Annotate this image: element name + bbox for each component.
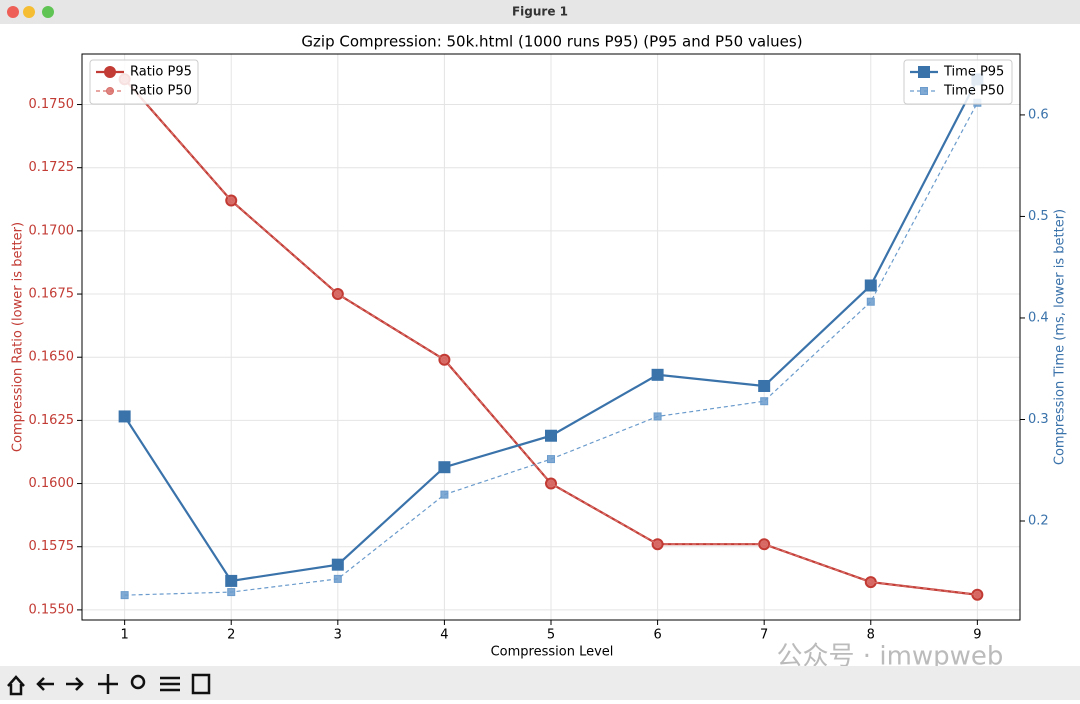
marker xyxy=(547,455,555,464)
y-tick-label: 0.1650 xyxy=(29,350,75,365)
x-tick-label: 9 xyxy=(973,628,981,643)
minimize-button[interactable] xyxy=(23,6,35,18)
legend-label: Time P95 xyxy=(943,65,1004,80)
zoom-button[interactable] xyxy=(42,6,54,18)
x-tick-label: 3 xyxy=(334,628,342,643)
y-tick-label: 0.1575 xyxy=(29,539,75,554)
marker xyxy=(227,196,236,205)
marker xyxy=(866,578,875,587)
title-bar xyxy=(0,0,1080,24)
x-tick-label: 8 xyxy=(867,628,875,643)
y2-tick-label: 0.2 xyxy=(1028,514,1049,529)
y-tick-label: 0.1700 xyxy=(29,223,75,238)
marker xyxy=(973,590,982,599)
marker xyxy=(545,429,557,442)
marker xyxy=(120,591,129,600)
marker xyxy=(864,279,877,292)
marker xyxy=(547,479,555,488)
y-tick-label: 0.1725 xyxy=(29,160,75,175)
y-tick-label: 0.1675 xyxy=(29,287,75,302)
y-tick-label: 0.1600 xyxy=(29,476,75,491)
home-button[interactable] xyxy=(7,675,25,696)
marker xyxy=(651,368,664,381)
x-tick-label: 5 xyxy=(547,628,555,643)
marker xyxy=(333,574,342,583)
plot-frame xyxy=(81,53,1021,621)
y-axis-label: Compression Ratio (lower is better) xyxy=(11,222,26,452)
legend-marker xyxy=(918,66,930,78)
x-tick-label: 1 xyxy=(120,628,128,643)
x-tick-label: 6 xyxy=(653,628,661,643)
zoom-tool-button[interactable] xyxy=(130,674,146,690)
marker xyxy=(333,290,342,299)
pan-button[interactable] xyxy=(98,674,118,694)
marker xyxy=(440,355,449,364)
chart-title: Gzip Compression: 50k.html (1000 runs P9… xyxy=(301,33,802,51)
legend-marker xyxy=(106,87,114,95)
y-tick-label: 0.1750 xyxy=(29,97,75,112)
legend: Time P95 Time P50 xyxy=(903,59,1013,105)
marker xyxy=(653,540,662,549)
x-tick-label: 4 xyxy=(440,628,448,643)
y2-tick-label: 0.4 xyxy=(1028,310,1049,325)
y2-axis-label: Compression Time (ms, lower is better) xyxy=(1053,209,1068,465)
configure-button[interactable] xyxy=(160,676,180,692)
marker xyxy=(331,558,344,571)
save-button[interactable] xyxy=(191,673,211,695)
x-tick-label: 2 xyxy=(227,628,235,643)
marker xyxy=(758,379,771,392)
legend-label: Ratio P95 xyxy=(130,65,192,80)
y2-tick-label: 0.5 xyxy=(1028,209,1049,224)
marker xyxy=(118,410,131,423)
y2-tick-label: 0.6 xyxy=(1028,107,1049,122)
close-button[interactable] xyxy=(7,6,19,18)
y2-tick-label: 0.3 xyxy=(1028,412,1049,427)
marker xyxy=(866,297,875,306)
marker xyxy=(440,490,449,499)
legend-marker xyxy=(920,87,928,95)
legend-label: Time P50 xyxy=(943,84,1004,99)
back-button[interactable] xyxy=(36,677,54,691)
legend-label: Ratio P50 xyxy=(130,84,192,99)
window-title: Figure 1 xyxy=(512,5,568,19)
toolbar-icons xyxy=(7,673,211,696)
legend-marker xyxy=(104,66,116,78)
marker xyxy=(760,397,769,406)
x-tick-label: 7 xyxy=(760,628,768,643)
legend: Ratio P95 Ratio P50 xyxy=(89,59,199,105)
marker xyxy=(438,461,451,474)
marker xyxy=(227,588,236,597)
y-tick-label: 0.1550 xyxy=(29,602,75,617)
marker xyxy=(225,574,238,587)
forward-button[interactable] xyxy=(66,677,84,691)
marker xyxy=(653,412,662,421)
y-tick-label: 0.1625 xyxy=(29,413,75,428)
x-axis-label: Compression Level xyxy=(491,645,614,660)
marker xyxy=(760,540,769,549)
